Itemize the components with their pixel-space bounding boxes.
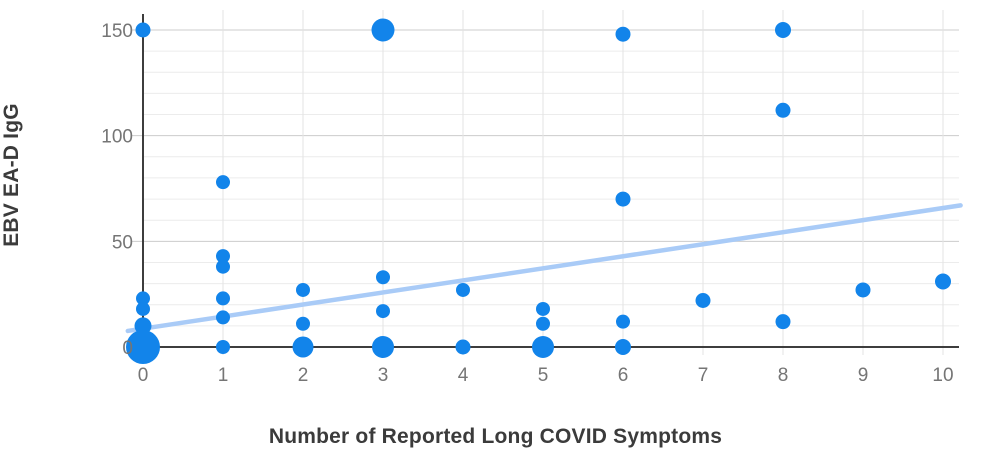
- y-tick-label: 100: [101, 127, 133, 148]
- x-tick-label: 6: [618, 365, 629, 386]
- x-tick-label: 7: [698, 365, 709, 386]
- x-tick-label: 9: [858, 365, 869, 386]
- data-point[interactable]: [935, 273, 951, 290]
- data-point[interactable]: [376, 304, 390, 319]
- x-tick-label: 0: [138, 365, 149, 386]
- data-point[interactable]: [134, 317, 152, 335]
- data-point[interactable]: [216, 259, 230, 274]
- x-axis-title: Number of Reported Long COVID Symptoms: [268, 425, 723, 448]
- data-point[interactable]: [372, 336, 394, 358]
- data-point[interactable]: [775, 314, 791, 330]
- trendline: [125, 203, 963, 334]
- data-point[interactable]: [775, 102, 791, 118]
- data-point[interactable]: [216, 249, 230, 264]
- data-point[interactable]: [616, 314, 630, 329]
- data-point[interactable]: [136, 291, 150, 306]
- data-point[interactable]: [615, 339, 631, 355]
- data-point[interactable]: [456, 282, 470, 297]
- data-point[interactable]: [615, 26, 631, 42]
- y-tick-label: 50: [112, 232, 133, 253]
- y-tick-label: 0: [122, 338, 133, 359]
- x-tick-label: 2: [298, 365, 309, 386]
- x-tick-label: 4: [458, 365, 469, 386]
- data-point[interactable]: [216, 340, 230, 354]
- x-tick-label: 3: [378, 365, 389, 386]
- y-axis-title: EBV EA-D IgG: [0, 103, 23, 247]
- data-point[interactable]: [775, 22, 791, 38]
- data-point[interactable]: [536, 316, 550, 331]
- data-point[interactable]: [216, 291, 230, 306]
- data-point[interactable]: [376, 270, 390, 285]
- data-point[interactable]: [296, 282, 310, 297]
- x-tick-label: 1: [218, 365, 229, 386]
- data-point[interactable]: [216, 175, 230, 190]
- data-point[interactable]: [126, 330, 160, 364]
- data-point[interactable]: [296, 316, 310, 331]
- data-point[interactable]: [371, 18, 395, 42]
- x-tick-label: 10: [932, 365, 953, 386]
- data-point[interactable]: [855, 282, 871, 298]
- data-point[interactable]: [135, 22, 151, 38]
- x-tick-label: 8: [778, 365, 789, 386]
- data-point[interactable]: [615, 191, 631, 207]
- data-point[interactable]: [532, 336, 554, 358]
- data-point[interactable]: [136, 301, 150, 316]
- data-point[interactable]: [292, 336, 314, 358]
- y-tick-label: 150: [101, 21, 133, 42]
- data-point[interactable]: [536, 301, 550, 316]
- data-point[interactable]: [216, 310, 230, 325]
- data-point[interactable]: [695, 293, 711, 309]
- data-point[interactable]: [455, 339, 471, 355]
- x-tick-label: 5: [538, 365, 549, 386]
